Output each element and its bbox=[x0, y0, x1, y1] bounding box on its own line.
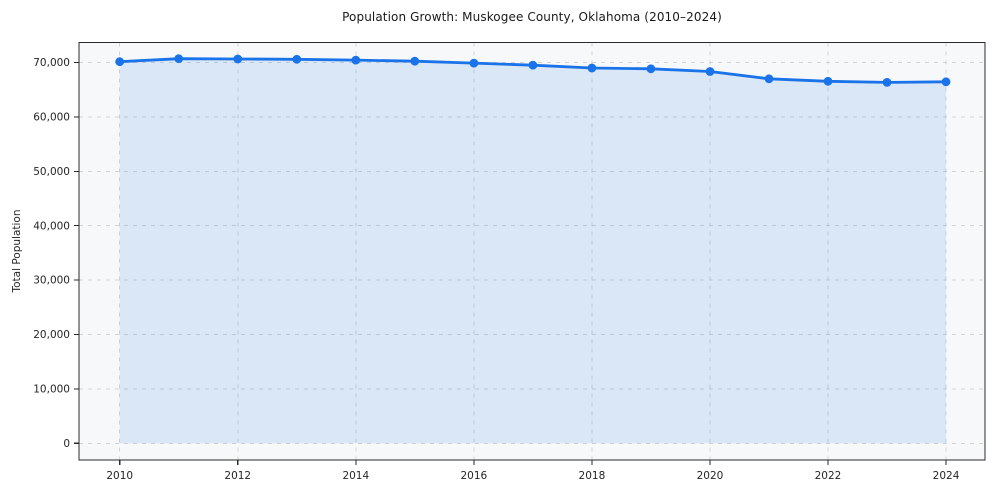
x-tick-label: 2010 bbox=[106, 470, 133, 482]
data-point-2014 bbox=[351, 55, 361, 65]
data-point-2020 bbox=[705, 67, 715, 76]
data-point-2012 bbox=[233, 54, 243, 64]
data-point-2017 bbox=[528, 60, 538, 70]
data-point-2011 bbox=[174, 54, 184, 64]
x-tick-label: 2014 bbox=[342, 470, 369, 482]
y-tick-label: 20,000 bbox=[33, 329, 70, 341]
data-point-2023 bbox=[882, 78, 892, 87]
y-tick-label: 10,000 bbox=[33, 383, 70, 395]
data-point-2018 bbox=[587, 63, 597, 73]
x-tick-label: 2022 bbox=[815, 470, 842, 482]
data-point-2021 bbox=[764, 74, 774, 84]
data-point-2024 bbox=[941, 77, 951, 87]
data-point-2015 bbox=[410, 56, 420, 66]
y-tick-label: 70,000 bbox=[33, 57, 70, 69]
x-tick-label: 2020 bbox=[697, 470, 724, 482]
data-point-2022 bbox=[823, 76, 833, 86]
area-fill bbox=[119, 58, 946, 444]
y-tick-label: 50,000 bbox=[33, 166, 70, 178]
y-tick-label: 0 bbox=[63, 438, 70, 450]
x-tick-label: 2024 bbox=[933, 470, 960, 482]
plot-border bbox=[78, 41, 986, 461]
data-point-2013 bbox=[292, 54, 302, 64]
y-tick-label: 40,000 bbox=[33, 220, 70, 232]
y-tick-label: 60,000 bbox=[33, 112, 70, 124]
plot-background bbox=[79, 42, 985, 460]
data-point-2010 bbox=[115, 57, 125, 67]
x-tick-label: 2016 bbox=[460, 470, 487, 482]
y-axis-label: Total Population bbox=[11, 209, 23, 293]
chart-title: Population Growth: Muskogee County, Okla… bbox=[342, 10, 722, 24]
data-point-2016 bbox=[469, 58, 479, 68]
x-tick-label: 2012 bbox=[224, 470, 251, 482]
data-point-2019 bbox=[646, 64, 656, 74]
y-tick-label: 30,000 bbox=[33, 275, 70, 287]
x-tick-label: 2018 bbox=[579, 470, 606, 482]
